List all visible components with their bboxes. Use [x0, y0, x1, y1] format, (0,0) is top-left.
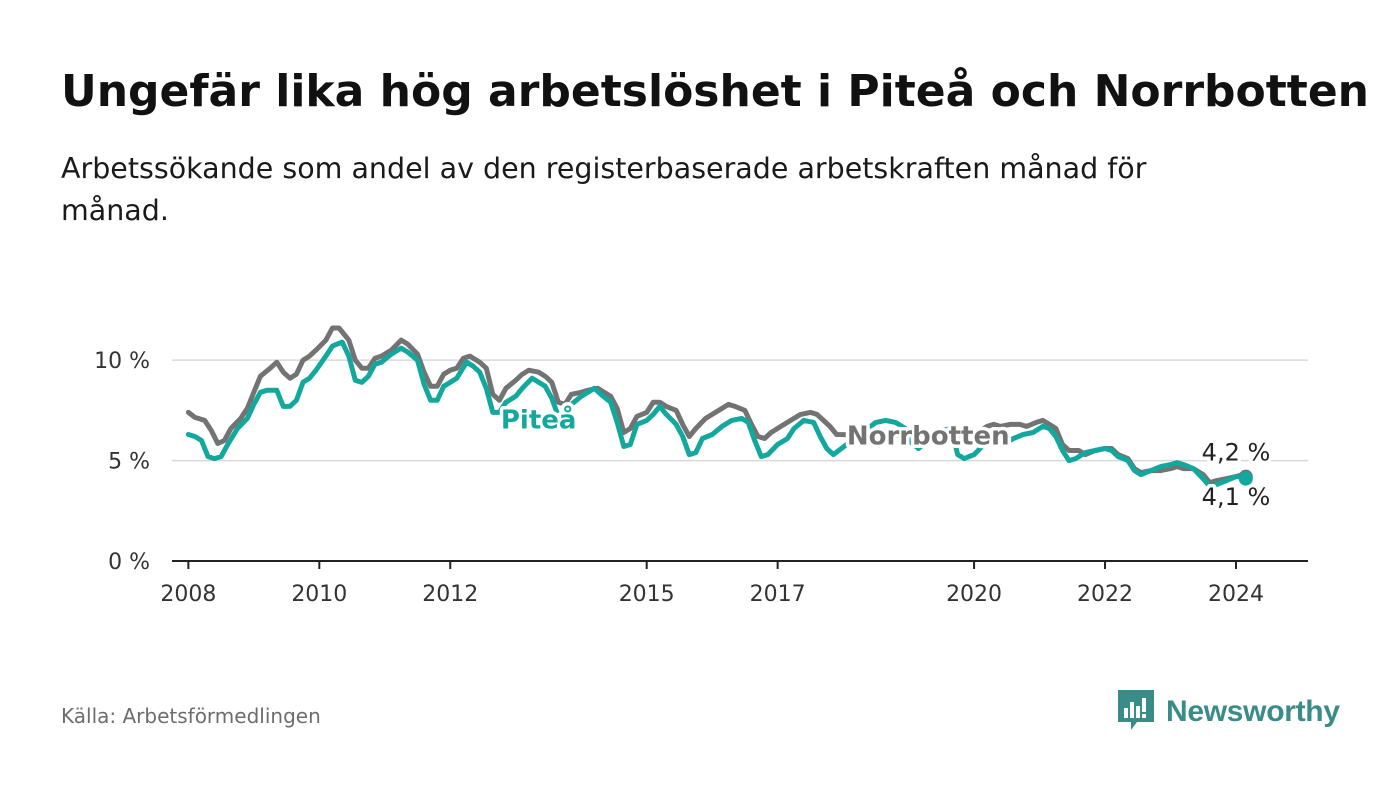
chart-title: Ungefär lika hög arbetslöshet i Piteå oc… [61, 66, 1369, 117]
brand-name: Newsworthy [1166, 695, 1340, 728]
series-line-norrbotten [185, 325, 1249, 486]
grid-lines [172, 359, 1308, 569]
chart-subtitle: Arbetssökande som andel av den registerb… [61, 152, 1147, 227]
x-tick-label: 2024 [1208, 582, 1264, 607]
x-tick-label: 2010 [291, 582, 347, 607]
y-tick-label: 0 % [108, 550, 150, 575]
x-tick-label: 2012 [422, 582, 478, 607]
x-tick-label: 2020 [946, 582, 1002, 607]
x-tick-label: 2017 [750, 582, 806, 607]
newsworthy-icon [1118, 690, 1154, 730]
end-label-norrbotten: 4,2 % [1202, 439, 1271, 467]
series-line-pitea [185, 339, 1249, 490]
end-label-pitea: 4,1 % [1202, 483, 1271, 511]
end-marker-pitea [1238, 471, 1253, 486]
x-tick-label: 2022 [1077, 582, 1133, 607]
y-tick-label: 10 % [94, 349, 150, 374]
x-tick-label: 2008 [160, 582, 216, 607]
chart-labels: 0 % 5 % 10 % 2008 2010 2012 2015 2017 2020 2022 20… [94, 349, 1274, 607]
y-tick-label: 5 % [108, 450, 150, 475]
newsworthy-logo[interactable]: Newsworthy [1118, 688, 1340, 736]
x-tick-label: 2015 [619, 582, 675, 607]
series-label-norrbotten: Norrbotten [847, 422, 1010, 452]
series-label-pitea: Piteå [501, 403, 577, 435]
series-lines [185, 325, 1253, 490]
source-note: Källa: Arbetsförmedlingen [61, 704, 321, 728]
